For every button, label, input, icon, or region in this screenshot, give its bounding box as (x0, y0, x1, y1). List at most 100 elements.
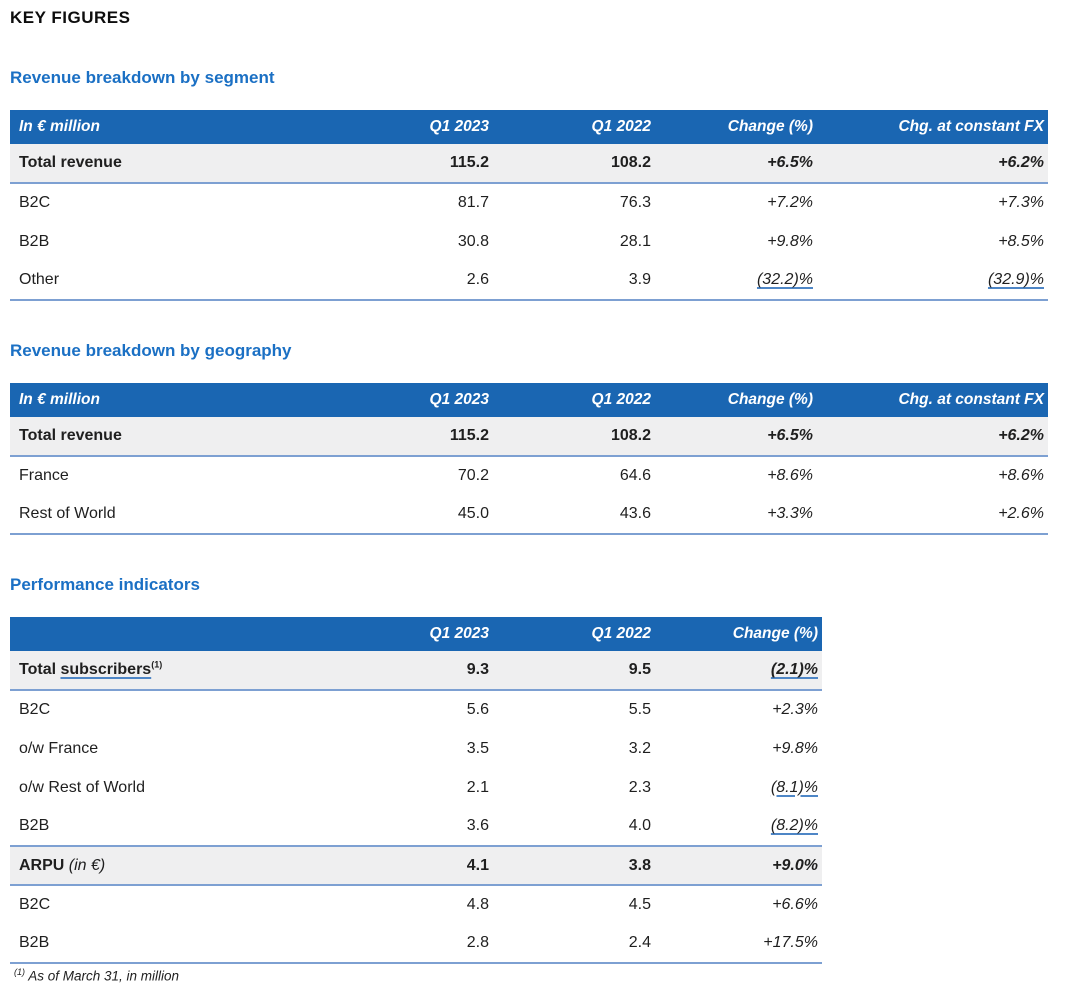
unit-label: In € million (10, 383, 330, 417)
value-cell: +9.0% (655, 845, 822, 886)
value-cell: 4.5 (628, 896, 651, 913)
value-cell: (32.9)% (817, 261, 1048, 301)
value-cell: +2.6% (817, 495, 1048, 535)
row-label: Other (10, 261, 330, 301)
table-row: Other 2.6 3.9 (32.2)% (32.9)% (10, 261, 1048, 301)
unit-label: In € million (10, 110, 330, 144)
row-label-part: B2C (19, 194, 51, 211)
row-label-part: o/w Rest of World (19, 778, 145, 796)
column-header: Q1 2023 (330, 110, 493, 144)
table-row: o/w Rest of World 2.1 2.3 (8.1)% (10, 768, 822, 807)
value-cell: +8.6% (998, 467, 1044, 484)
row-label-part: B2B (19, 934, 50, 951)
row-label-part: Other (19, 271, 60, 288)
value-cell: +17.5% (655, 924, 822, 964)
table-body: Total revenue 115.2 108.2 +6.5% +6.2% France 7… (10, 417, 1048, 535)
revenue-by-geography-table: In € million Q1 2023 Q1 2022 Change (%) Chg.… (10, 383, 1048, 535)
row-label-part: B2B (19, 817, 50, 834)
value-cell: 2.8 (330, 924, 493, 964)
value-cell: +6.2% (817, 144, 1048, 184)
table-row: Rest of World 45.0 43.6 +3.3% +2.6% (10, 495, 1048, 535)
value-cell: 9.5 (493, 651, 655, 691)
row-label-part: Total (19, 661, 61, 678)
table-row: Total revenue 115.2 108.2 +6.5% +6.2% (10, 417, 1048, 457)
value-cell: +8.6% (767, 467, 813, 484)
section-title-revenue-by-segment: Revenue breakdown by segment (10, 68, 275, 87)
value-cell: 2.3 (628, 778, 651, 796)
value-cell: 64.6 (619, 467, 651, 484)
value-cell: 3.6 (466, 817, 489, 834)
column-header: Q1 2022 (493, 110, 655, 144)
value-cell: +2.3% (772, 701, 818, 718)
table-header-row: Q1 2023 Q1 2022 Change (%) (10, 617, 822, 651)
row-label-part: Rest of World (19, 505, 116, 522)
row-label: B2C (10, 690, 330, 729)
row-label: Rest of World (10, 495, 330, 535)
row-label: B2C (10, 885, 330, 924)
unit-label (10, 617, 330, 651)
row-label-part: subscribers (60, 661, 152, 678)
value-cell: 4.1 (330, 845, 493, 886)
value-cell: +9.8% (767, 232, 813, 250)
section-revenue-by-segment: Revenue breakdown by segment In € millio… (10, 68, 1050, 301)
row-label-part: o/w France (19, 739, 99, 757)
table-head: Q1 2023 Q1 2022 Change (%) (10, 617, 822, 651)
value-cell: (8.2)% (770, 817, 818, 834)
column-header: Q1 2023 (330, 617, 493, 651)
value-cell: (2.1)% (655, 651, 822, 691)
row-label: France (10, 456, 330, 495)
table-head: In € million Q1 2023 Q1 2022 Change (%) Chg.… (10, 383, 1048, 417)
column-header: Change (%) (655, 383, 817, 417)
table-row: Total revenue 115.2 108.2 +6.5% +6.2% (10, 144, 1048, 184)
table-row: Total subscribers(1) 9.3 9.5 (2.1)% (10, 651, 822, 691)
row-label: B2B (10, 807, 330, 846)
table-head: In € million Q1 2023 Q1 2022 Change (%) Chg.… (10, 110, 1048, 144)
table-row: B2C 81.7 76.3 +7.2% +7.3% (10, 183, 1048, 222)
row-label-part: B2B (19, 232, 50, 250)
table-row: B2B 30.8 28.1 +9.8% +8.5% (10, 222, 1048, 261)
row-label-part: ARPU (19, 856, 65, 874)
value-cell: +7.2% (767, 194, 813, 211)
row-label-part: Total revenue (19, 427, 122, 444)
value-cell: +6.5% (655, 417, 817, 457)
row-label: B2C (10, 183, 330, 222)
value-cell: 76.3 (619, 194, 651, 211)
column-header: Q1 2022 (493, 383, 655, 417)
footnote-reference: (1) (151, 659, 163, 670)
row-label: Total subscribers(1) (10, 651, 330, 691)
value-cell: 2.6 (330, 261, 493, 301)
row-label-part: B2C (19, 701, 51, 718)
value-cell: (8.1)% (770, 778, 818, 796)
column-header: Chg. at constant FX (817, 383, 1048, 417)
value-cell: 4.0 (628, 817, 651, 834)
table-row: o/w France 3.5 3.2 +9.8% (10, 729, 822, 768)
page-title: KEY FIGURES (10, 8, 131, 27)
table-row: B2B 3.6 4.0 (8.2)% (10, 807, 822, 846)
value-cell: 108.2 (493, 417, 655, 457)
table-row: B2B 2.8 2.4 +17.5% (10, 924, 822, 964)
section-revenue-by-geography: Revenue breakdown by geography In € mill… (10, 341, 1050, 535)
value-cell: 28.1 (619, 232, 651, 250)
value-cell: 3.9 (493, 261, 655, 301)
value-cell: +6.5% (655, 144, 817, 184)
value-cell: 70.2 (457, 467, 489, 484)
value-cell: 43.6 (493, 495, 655, 535)
performance-indicators-table: Q1 2023 Q1 2022 Change (%) Total subscriber… (10, 617, 822, 964)
value-cell: 2.4 (493, 924, 655, 964)
value-cell: 3.5 (466, 739, 489, 757)
value-cell: 3.8 (493, 845, 655, 886)
table-header-row: In € million Q1 2023 Q1 2022 Change (%) Chg.… (10, 383, 1048, 417)
value-cell: 115.2 (330, 417, 493, 457)
value-cell: (32.2)% (655, 261, 817, 301)
value-cell: 108.2 (493, 144, 655, 184)
column-header: Change (%) (655, 617, 822, 651)
value-cell: 3.2 (628, 739, 651, 757)
row-label-part: Total revenue (19, 154, 122, 171)
section-title-performance-indicators: Performance indicators (10, 575, 200, 594)
value-cell: 4.8 (466, 896, 489, 913)
table-row: France 70.2 64.6 +8.6% +8.6% (10, 456, 1048, 495)
row-label: ARPU (in €) (10, 845, 330, 886)
row-label-part: B2C (19, 896, 51, 913)
row-label: o/w Rest of World (10, 768, 330, 807)
